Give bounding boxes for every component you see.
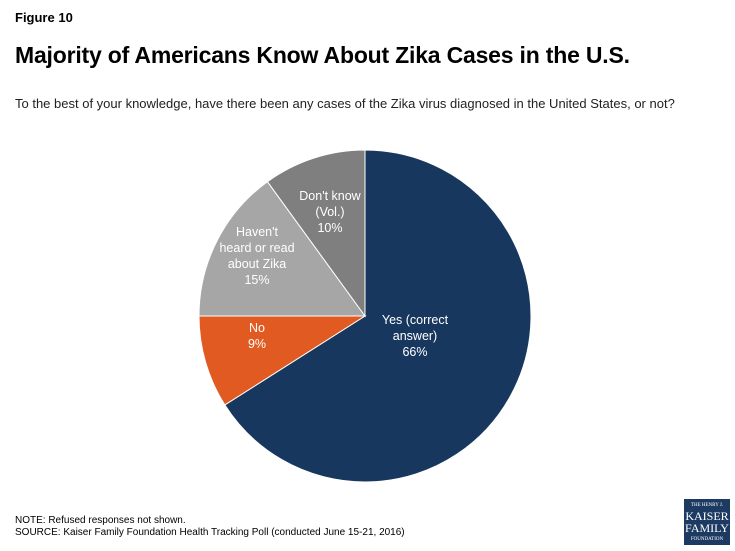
pie-slice <box>198 315 367 406</box>
pie-slice <box>198 181 366 317</box>
pie-slice <box>266 149 366 318</box>
slice-label: Yes (correct answer) 66% <box>382 313 449 359</box>
chart-subtitle: To the best of your knowledge, have ther… <box>15 96 675 111</box>
chart-title: Majority of Americans Know About Zika Ca… <box>15 42 630 68</box>
slice-label: Haven't heard or read about Zika 15% <box>219 225 294 287</box>
footnote: NOTE: Refused responses not shown. SOURC… <box>15 515 405 539</box>
source-text: SOURCE: Kaiser Family Foundation Health … <box>15 527 405 538</box>
pie-slice <box>224 149 532 483</box>
slice-label: Don't know (Vol.) 10% <box>299 189 361 235</box>
kff-logo: THE HENRY J. KAISER FAMILY FOUNDATION <box>684 499 730 545</box>
note-text: NOTE: Refused responses not shown. <box>15 515 186 526</box>
slice-label: No 9% <box>248 321 266 351</box>
figure-label: Figure 10 <box>15 10 73 25</box>
